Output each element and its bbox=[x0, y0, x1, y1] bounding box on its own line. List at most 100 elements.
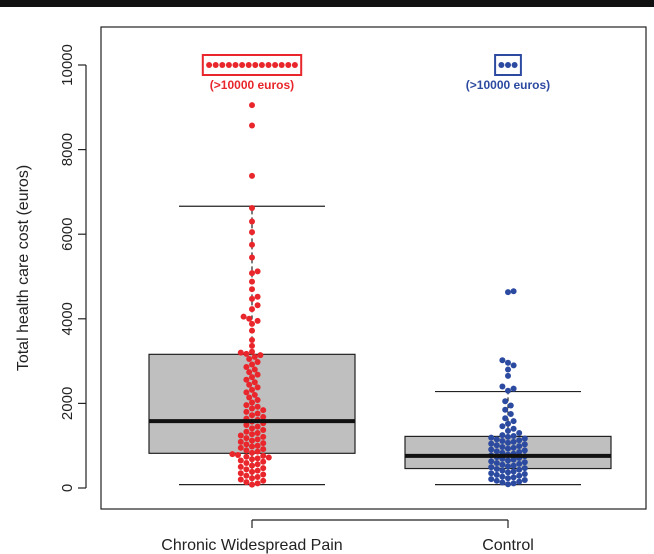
overflow-point bbox=[265, 62, 272, 68]
data-point bbox=[516, 466, 523, 473]
data-point bbox=[521, 441, 528, 448]
data-point bbox=[505, 420, 511, 427]
data-point bbox=[249, 336, 255, 343]
data-point bbox=[254, 403, 261, 410]
data-point bbox=[237, 463, 244, 470]
data-point bbox=[499, 479, 506, 486]
data-point bbox=[499, 473, 506, 480]
data-point bbox=[249, 229, 255, 236]
data-point bbox=[249, 122, 255, 129]
data-point bbox=[488, 458, 495, 465]
data-point bbox=[507, 410, 514, 417]
data-point bbox=[510, 362, 517, 369]
data-point bbox=[243, 364, 250, 371]
data-point bbox=[254, 268, 261, 275]
data-point bbox=[249, 443, 255, 450]
data-point bbox=[249, 431, 255, 438]
data-point bbox=[254, 423, 261, 430]
data-point bbox=[249, 270, 255, 277]
data-point bbox=[499, 432, 506, 439]
data-point bbox=[502, 415, 509, 422]
data-point bbox=[493, 465, 500, 472]
data-point bbox=[488, 446, 495, 453]
data-point bbox=[249, 386, 255, 393]
data-point bbox=[237, 470, 244, 477]
data-point bbox=[502, 398, 509, 405]
data-point bbox=[499, 461, 506, 468]
data-point bbox=[505, 289, 511, 296]
data-point bbox=[505, 427, 511, 434]
data-point bbox=[237, 444, 244, 451]
data-point bbox=[243, 408, 250, 415]
data-point bbox=[237, 438, 244, 445]
overflow-point bbox=[212, 62, 219, 68]
overflow-point bbox=[245, 62, 252, 68]
data-point bbox=[505, 481, 511, 488]
data-point bbox=[488, 434, 495, 441]
data-point bbox=[510, 438, 517, 445]
overflow-point bbox=[258, 62, 265, 68]
data-point bbox=[499, 383, 506, 390]
data-point bbox=[249, 475, 255, 482]
data-point bbox=[249, 306, 255, 313]
data-point bbox=[260, 465, 267, 472]
data-point bbox=[254, 442, 261, 449]
data-point bbox=[243, 453, 250, 460]
overflow-box bbox=[201, 54, 303, 76]
data-point bbox=[510, 418, 517, 425]
data-point bbox=[246, 381, 253, 388]
data-point bbox=[510, 474, 517, 481]
data-point bbox=[243, 376, 250, 383]
data-point bbox=[499, 423, 506, 430]
data-point bbox=[493, 471, 500, 478]
data-point bbox=[254, 397, 261, 404]
data-point bbox=[505, 359, 511, 366]
data-point bbox=[260, 407, 267, 414]
data-point bbox=[510, 480, 517, 487]
overflow-point bbox=[278, 62, 285, 68]
y-tick-label: 6000 bbox=[59, 218, 76, 251]
series-1: (>10000 euros) bbox=[404, 54, 612, 488]
overflow-point bbox=[498, 62, 505, 68]
data-point bbox=[516, 460, 523, 467]
data-point bbox=[260, 446, 267, 453]
data-point bbox=[249, 102, 255, 109]
data-point bbox=[493, 448, 500, 455]
data-point bbox=[249, 172, 255, 179]
data-point bbox=[249, 437, 255, 444]
data-point bbox=[254, 436, 261, 443]
data-point bbox=[251, 379, 258, 386]
data-point bbox=[510, 425, 517, 432]
data-point bbox=[521, 465, 528, 472]
data-point bbox=[521, 447, 528, 454]
data-point bbox=[521, 459, 528, 466]
data-point bbox=[505, 372, 511, 379]
data-point bbox=[260, 413, 267, 420]
data-point bbox=[521, 476, 528, 483]
data-point bbox=[254, 293, 261, 300]
data-point bbox=[243, 460, 250, 467]
data-point bbox=[249, 412, 255, 419]
data-point bbox=[493, 460, 500, 467]
data-point bbox=[260, 452, 267, 459]
y-axis: 0 2000 4000 6000 8000 10000 bbox=[59, 44, 87, 492]
overflow-point bbox=[232, 62, 239, 68]
data-point bbox=[249, 320, 255, 327]
data-point bbox=[493, 477, 500, 484]
data-point bbox=[488, 470, 495, 477]
data-point bbox=[499, 438, 506, 445]
data-point bbox=[516, 449, 523, 456]
data-point bbox=[505, 439, 511, 446]
data-point bbox=[249, 462, 255, 469]
x-axis: Chronic Widespread Pain Control bbox=[161, 519, 534, 554]
data-point bbox=[254, 430, 261, 437]
data-point bbox=[249, 295, 255, 302]
data-point bbox=[249, 468, 255, 475]
data-point bbox=[505, 445, 511, 452]
data-point bbox=[510, 288, 517, 295]
data-point bbox=[237, 476, 244, 483]
data-point bbox=[493, 442, 500, 449]
data-point bbox=[488, 464, 495, 471]
data-point bbox=[521, 471, 528, 478]
data-point bbox=[249, 405, 255, 412]
